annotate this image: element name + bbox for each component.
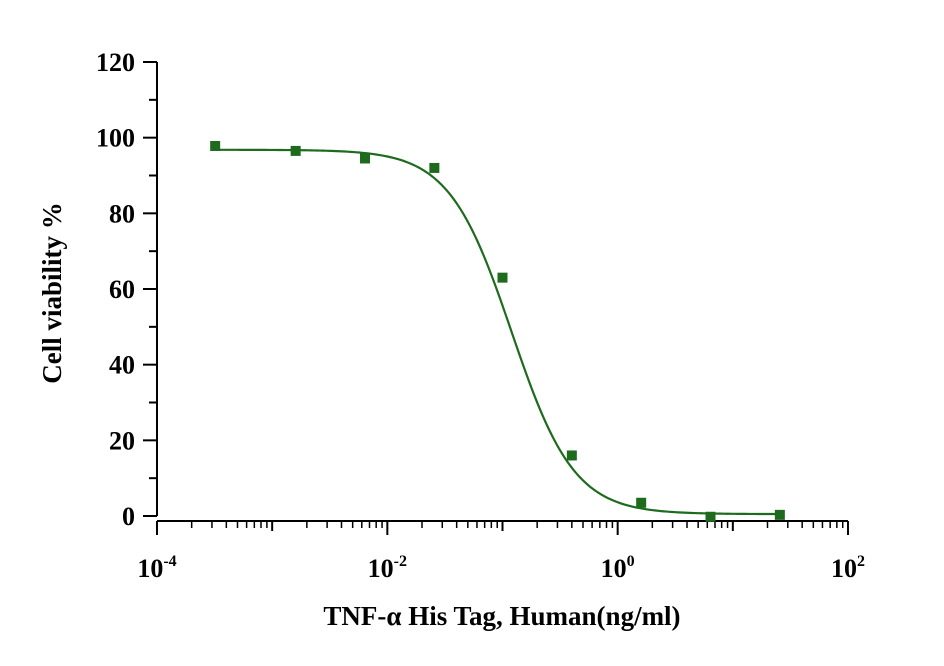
data-point xyxy=(705,511,716,522)
data-point xyxy=(360,153,371,164)
data-point xyxy=(290,145,301,156)
y-tick-label: 120 xyxy=(96,48,135,77)
data-point xyxy=(497,272,508,283)
y-tick-label: 20 xyxy=(109,426,135,455)
y-tick-label: 100 xyxy=(96,124,135,153)
data-point xyxy=(429,162,440,173)
data-points xyxy=(210,140,785,522)
y-tick-label: 60 xyxy=(109,275,135,304)
data-point xyxy=(774,509,785,520)
fit-curve xyxy=(215,148,780,516)
x-axis-title: TNF-α His Tag, Human(ng/ml) xyxy=(323,601,680,631)
x-tick-label: 10-4 xyxy=(137,553,176,583)
x-tick-label: 102 xyxy=(831,553,865,583)
x-tick-label: 100 xyxy=(601,553,635,583)
tick-labels: 0 20 40 60 80 100 120 10-4 10-2 100 102 xyxy=(96,48,865,583)
axes xyxy=(143,61,849,535)
x-tick-label: 10-2 xyxy=(368,553,407,583)
y-tick-label: 80 xyxy=(109,199,135,228)
y-axis-title: Cell viability % xyxy=(37,202,67,384)
y-tick-label: 40 xyxy=(109,351,135,380)
data-point xyxy=(566,450,577,461)
y-tick-label: 0 xyxy=(122,502,135,531)
data-point xyxy=(210,140,221,151)
data-point xyxy=(636,497,647,508)
